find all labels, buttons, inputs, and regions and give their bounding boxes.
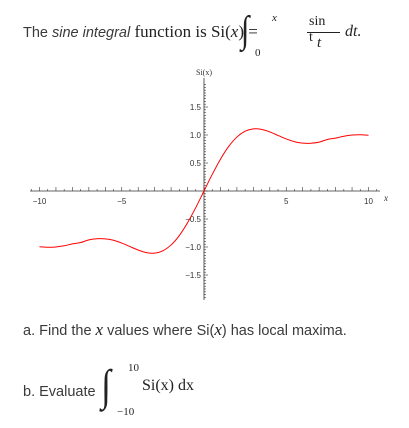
question-a-var2: x	[214, 320, 222, 339]
question-b-label: b. Evaluate	[23, 384, 96, 400]
x-tick-label: 5	[284, 197, 289, 206]
chart-labels: −10 −5 5 10 1.5 1.0 0.5 −0.5 −1.0 −1.5 Si(x) x	[33, 68, 388, 280]
integrand-b: Si(x) dx	[142, 377, 194, 394]
intro-prefix: The	[23, 25, 53, 41]
intro-suffix: function is Si(	[130, 22, 231, 41]
fraction-bar	[307, 32, 340, 33]
y-axis-label: Si(x)	[196, 68, 212, 77]
integral-lower-limit: 0	[255, 47, 261, 59]
intro-close: ) =	[238, 22, 258, 41]
y-tick-label: 1.0	[190, 131, 202, 140]
x-axis-label: x	[383, 193, 388, 203]
fraction-numerator: sin t	[309, 14, 326, 45]
question-a-middle: values where Si(	[103, 323, 215, 339]
integral-sign: ∫	[241, 9, 250, 51]
fraction-denominator: t	[317, 35, 322, 51]
y-tick-label: 1.5	[190, 103, 202, 112]
y-tick-label: −1.5	[185, 271, 201, 280]
y-tick-label: −0.5	[185, 215, 201, 224]
si-curve	[39, 128, 369, 254]
question-a-prefix: a. Find the	[23, 323, 96, 339]
y-tick-label: 0.5	[190, 159, 202, 168]
intro-text: The sine integral function is Si(x) =	[23, 22, 258, 42]
integral-b-upper: 10	[128, 362, 139, 374]
intro-emphasis: sine integral	[52, 25, 131, 41]
integral-sign-b: ∫	[101, 361, 111, 410]
question-a: a. Find the x values where Si(x) has loc…	[23, 320, 347, 340]
question-b-integral: ∫ 10 −10 Si(x) dx	[100, 361, 210, 422]
x-tick-label: 10	[364, 197, 373, 206]
differential: dt.	[345, 23, 362, 40]
chart-ticks	[30, 84, 378, 298]
integral-upper-limit: x	[272, 12, 277, 24]
x-tick-label: −10	[33, 197, 47, 206]
x-tick-label: −5	[117, 197, 127, 206]
y-tick-label: −1.0	[185, 243, 201, 252]
integral-b-lower: −10	[117, 406, 135, 418]
question-a-suffix: ) has local maxima.	[221, 323, 347, 339]
question-a-var: x	[95, 320, 104, 339]
intro-var: x	[230, 22, 239, 41]
